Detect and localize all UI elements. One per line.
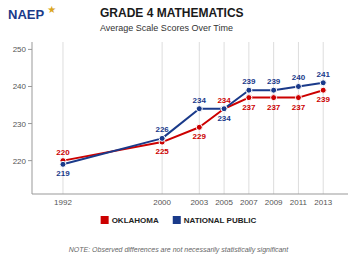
grid-line (162, 42, 163, 194)
legend-label: OKLAHOMA (112, 216, 159, 225)
data-label: 241 (317, 70, 331, 79)
data-label: 220 (56, 148, 70, 157)
series-line (63, 83, 323, 165)
data-label: 237 (267, 103, 281, 112)
data-label: 239 (242, 77, 256, 86)
legend-label: NATIONAL PUBLIC (184, 216, 257, 225)
series-line (63, 90, 323, 160)
y-tick (28, 86, 32, 87)
data-label: 229 (193, 132, 207, 141)
grid-line (248, 42, 249, 194)
point (246, 95, 252, 101)
legend-swatch (173, 216, 181, 224)
x-tick-label: 2009 (265, 198, 283, 207)
y-tick (28, 160, 32, 161)
point (159, 135, 165, 141)
point (320, 80, 326, 86)
point (295, 95, 301, 101)
note: NOTE: Observed differences are not neces… (69, 246, 289, 254)
grid-line (273, 42, 274, 194)
data-label: 237 (292, 103, 306, 112)
x-tick-label: 2013 (314, 198, 332, 207)
chart: NAEP★ GRADE 4 MATHEMATICS Average Scale Sc… (0, 0, 357, 258)
x-tick-label: 1992 (54, 198, 72, 207)
data-label: 226 (155, 125, 169, 134)
grid-line (323, 42, 324, 194)
data-label: 234 (193, 96, 207, 105)
legend: OKLAHOMA NATIONAL PUBLIC (101, 216, 257, 225)
data-label: 237 (242, 103, 256, 112)
x-axis (32, 194, 348, 195)
data-label: 234 (217, 114, 231, 123)
y-axis (32, 42, 33, 194)
x-tick-label: 2011 (290, 198, 308, 207)
point (246, 87, 252, 93)
y-tick-label: 230 (13, 120, 27, 129)
brand: NAEP (8, 7, 44, 22)
x-tick-label: 2007 (240, 198, 258, 207)
data-label: 240 (292, 73, 306, 82)
point (196, 106, 202, 112)
data-label: 219 (56, 169, 70, 178)
grid-line (199, 42, 200, 194)
grid-line (298, 42, 299, 194)
subtitle: Average Scale Scores Over Time (100, 23, 233, 33)
point (221, 106, 227, 112)
x-tick-label: 2003 (190, 198, 208, 207)
legend-swatch (101, 216, 109, 224)
data-label: 239 (317, 95, 331, 104)
point (271, 87, 277, 93)
star: ★ (47, 4, 56, 15)
point (320, 87, 326, 93)
plot-area (60, 80, 326, 168)
data-label: 234 (217, 96, 231, 105)
point (271, 95, 277, 101)
point (60, 161, 66, 167)
data-label: 225 (155, 147, 169, 156)
x-tick-label: 2000 (153, 198, 171, 207)
y-tick-label: 240 (13, 82, 27, 91)
y-tick-label: 250 (13, 45, 27, 54)
y-tick-label: 220 (13, 157, 27, 166)
y-tick (28, 49, 32, 50)
x-tick-label: 2005 (215, 198, 233, 207)
data-label: 239 (267, 77, 281, 86)
y-tick (28, 123, 32, 124)
point (295, 83, 301, 89)
point (196, 124, 202, 130)
point (221, 106, 227, 112)
title: GRADE 4 MATHEMATICS (100, 6, 244, 20)
